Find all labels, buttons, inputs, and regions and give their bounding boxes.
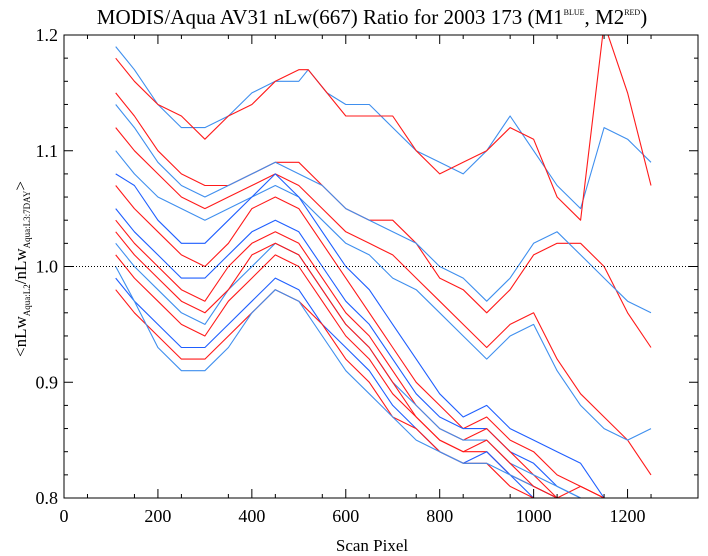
ylabel-sub1: Aqua:L2 <box>22 284 32 316</box>
y-tick-label: 0.8 <box>36 488 59 508</box>
series-line-m1-6 <box>115 173 605 498</box>
ylabel-mid: /nLw <box>11 248 30 285</box>
x-tick-label: 200 <box>144 506 171 526</box>
plot-frame <box>63 34 699 499</box>
x-tick-label: 1000 <box>516 506 552 526</box>
series-line-m2-4 <box>115 127 652 476</box>
series-line-m1-8 <box>115 208 605 498</box>
series-layer <box>115 35 652 498</box>
title-sup-blue: BLUE <box>564 8 585 17</box>
series-line-m2-9 <box>115 219 605 498</box>
title-sup-red: RED <box>624 8 640 17</box>
y-tick-label: 1.2 <box>36 25 59 45</box>
x-tick-label: 0 <box>60 506 69 526</box>
series-line-m2-15 <box>115 231 605 498</box>
series-line-m2-7 <box>115 185 605 498</box>
series-line-m2-2 <box>115 92 652 348</box>
series-line-m2-1 <box>115 35 652 221</box>
x-tick-label: 1200 <box>610 506 646 526</box>
series-line-m2-13 <box>115 289 605 498</box>
y-tick-label: 0.9 <box>36 372 59 392</box>
series-line-m1-14 <box>115 266 605 498</box>
x-tick-label: 600 <box>332 506 359 526</box>
series-line-m1-3 <box>115 104 652 314</box>
series-line-m1-0 <box>115 46 652 210</box>
ylabel-sub2: Aqua:L3:7DAY <box>22 190 32 248</box>
y-axis-label: <nLwAqua:L2/nLwAqua:L3:7DAY> <box>11 181 32 357</box>
series-line-m1-5 <box>115 150 652 441</box>
chart-title: MODIS/Aqua AV31 nLw(667) Ratio for 2003 … <box>97 5 647 29</box>
y-tick-label: 1.0 <box>36 257 59 277</box>
ylabel-open: <nLw <box>11 315 30 356</box>
x-tick-label: 800 <box>426 506 453 526</box>
ticks-layer: 0 200 400 600 800 1000 1200 0.8 0.9 1.0 1.1 1.2 <box>36 25 698 526</box>
ylabel-close: > <box>11 181 30 191</box>
y-tick-label: 1.1 <box>36 141 59 161</box>
series-line-m1-12 <box>115 277 605 498</box>
title-end: ) <box>640 5 647 29</box>
x-tick-label: 400 <box>238 506 265 526</box>
title-main: MODIS/Aqua AV31 nLw(667) Ratio for 2003 … <box>97 5 564 29</box>
title-mid: , M2 <box>585 5 625 29</box>
x-axis-label: Scan Pixel <box>336 536 409 555</box>
